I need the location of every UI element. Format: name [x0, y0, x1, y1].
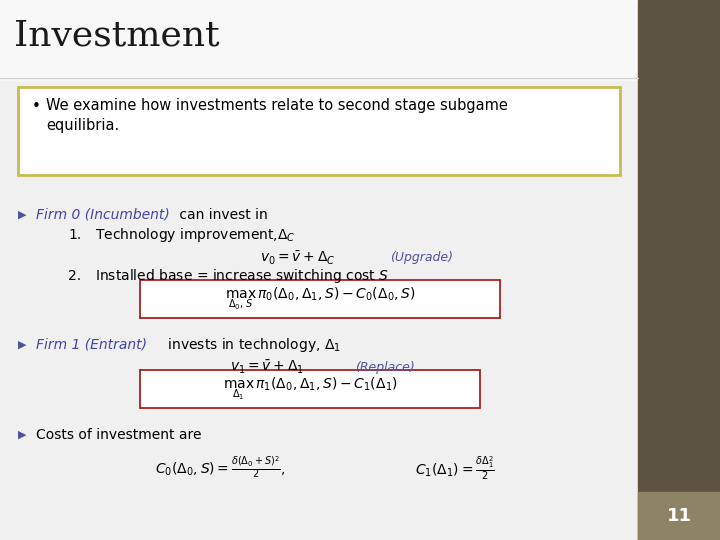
Text: 11: 11 [667, 507, 691, 525]
Text: (Upgrade): (Upgrade) [390, 252, 453, 265]
Text: Technology improvement,$\Delta_C$: Technology improvement,$\Delta_C$ [95, 226, 296, 244]
Text: $C_0(\Delta_0,S) = \frac{\delta(\Delta_0+S)^2}{2},$: $C_0(\Delta_0,S) = \frac{\delta(\Delta_0… [155, 455, 286, 481]
Text: can invest in: can invest in [175, 208, 268, 222]
Text: ▶: ▶ [18, 210, 27, 220]
FancyBboxPatch shape [140, 370, 480, 408]
Bar [0, 0, 638, 80]
Text: Costs of investment are: Costs of investment are [36, 428, 202, 442]
Text: Investment: Investment [14, 18, 220, 52]
Bar [638, 492, 720, 540]
Text: ▶: ▶ [18, 430, 27, 440]
Bar [638, 0, 720, 540]
Text: $\underset{\Delta_1}{\max}\,\pi_1(\Delta_0,\Delta_1,S) - C_1(\Delta_1)$: $\underset{\Delta_1}{\max}\,\pi_1(\Delta… [222, 376, 397, 402]
Text: Firm 1 (Entrant): Firm 1 (Entrant) [36, 338, 147, 352]
Text: $\underset{\Delta_0,\,S}{\max}\,\pi_0(\Delta_0,\Delta_1,S) - C_0(\Delta_0,S)$: $\underset{\Delta_0,\,S}{\max}\,\pi_0(\D… [225, 286, 415, 312]
Text: (Replace): (Replace) [355, 361, 415, 374]
Text: invests in technology, $\Delta_1$: invests in technology, $\Delta_1$ [163, 336, 341, 354]
FancyBboxPatch shape [18, 87, 620, 175]
Bar [0, 0, 638, 540]
Text: $v_0 = \bar{v} + \Delta_C$: $v_0 = \bar{v} + \Delta_C$ [260, 249, 336, 267]
Text: ▶: ▶ [18, 340, 27, 350]
Text: •: • [32, 99, 41, 114]
Text: $C_1(\Delta_1) = \frac{\delta\Delta_1^2}{2}$: $C_1(\Delta_1) = \frac{\delta\Delta_1^2}… [415, 455, 495, 482]
Text: 2.: 2. [68, 269, 81, 283]
Text: 1.: 1. [68, 228, 81, 242]
FancyBboxPatch shape [140, 280, 500, 318]
Text: Installed base = increase switching cost $S$: Installed base = increase switching cost… [95, 267, 389, 285]
Text: Firm 0 (Incumbent): Firm 0 (Incumbent) [36, 208, 170, 222]
Text: $v_1 = \bar{v} + \Delta_1$: $v_1 = \bar{v} + \Delta_1$ [230, 359, 304, 376]
Text: We examine how investments relate to second stage subgame
equilibria.: We examine how investments relate to sec… [46, 98, 508, 133]
